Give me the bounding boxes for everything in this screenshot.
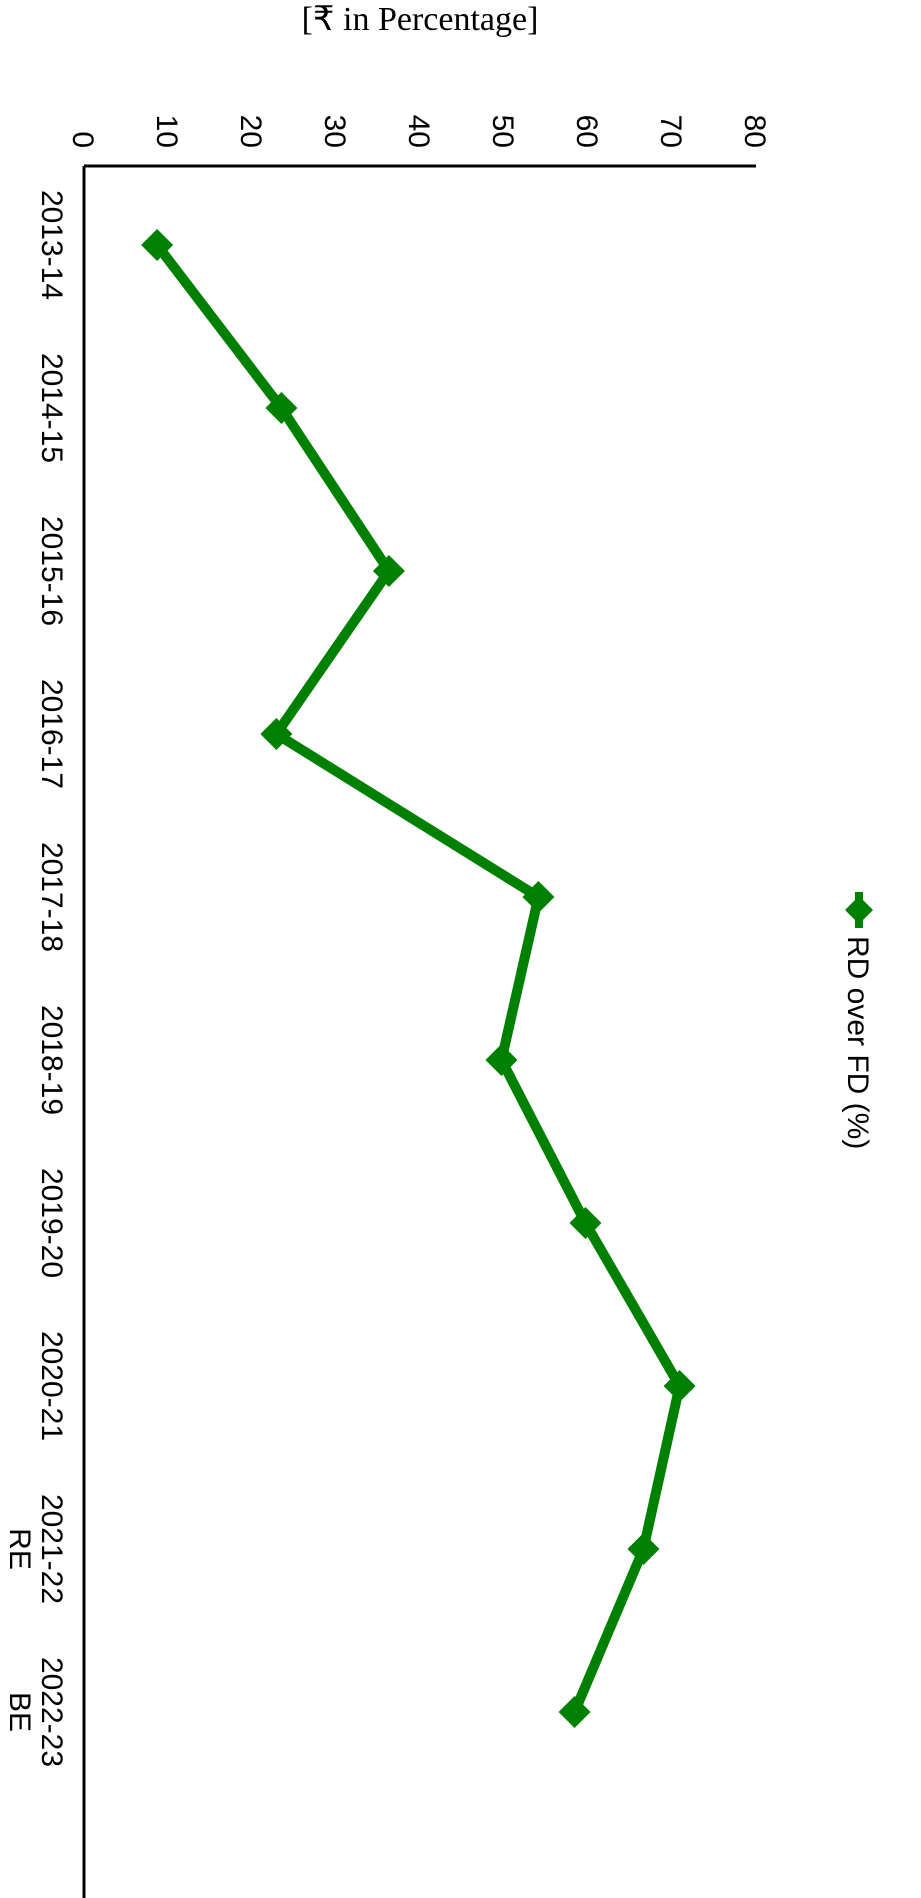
x-tick-label: 2018-19 — [35, 1005, 68, 1115]
y-tick-label: 0 — [66, 131, 99, 148]
data-point-marker — [558, 1696, 591, 1728]
x-tick-label: 2017-18 — [35, 842, 68, 952]
x-tick-label: 2016-17 — [35, 679, 68, 789]
data-point-marker — [485, 1044, 518, 1076]
y-tick-label: 60 — [570, 115, 603, 148]
data-point-marker — [372, 555, 405, 587]
data-point-marker — [141, 229, 174, 261]
y-tick-label: 80 — [738, 115, 771, 148]
x-tick-label: 2022-23BE — [3, 1657, 68, 1767]
legend: RD over FD (%) — [841, 892, 874, 1149]
series-layer — [141, 229, 696, 1728]
legend-label: RD over FD (%) — [841, 936, 874, 1149]
y-tick-label: 50 — [486, 115, 519, 148]
x-tick-label: 2019-20 — [35, 1168, 68, 1278]
x-tick-label: 2013-14 — [35, 190, 68, 300]
data-point-marker — [627, 1533, 660, 1565]
data-point-marker — [265, 392, 298, 424]
data-point-marker — [663, 1370, 696, 1402]
y-tick-label: 20 — [234, 115, 267, 148]
data-point-marker — [522, 881, 555, 913]
y-axis-label: [₹ in Percentage] — [302, 1, 539, 38]
x-tick-label: 2020-21 — [35, 1331, 68, 1441]
x-tick-label: 2014-15 — [35, 353, 68, 463]
axes: 0 10 20 30 40 50 60 70 80 2013-14 2014-15 2015-16 20… — [3, 115, 771, 1898]
data-point-marker — [260, 718, 293, 750]
y-tick-label: 10 — [150, 115, 183, 148]
y-tick-label: 30 — [318, 115, 351, 148]
series-line — [153, 241, 685, 1714]
y-tick-label: 40 — [402, 115, 435, 148]
x-tick-label: 2015-16 — [35, 516, 68, 626]
legend-swatch-marker — [845, 896, 873, 924]
x-tick-label: 2021-22RE — [3, 1494, 68, 1604]
y-tick-label: 70 — [654, 115, 687, 148]
